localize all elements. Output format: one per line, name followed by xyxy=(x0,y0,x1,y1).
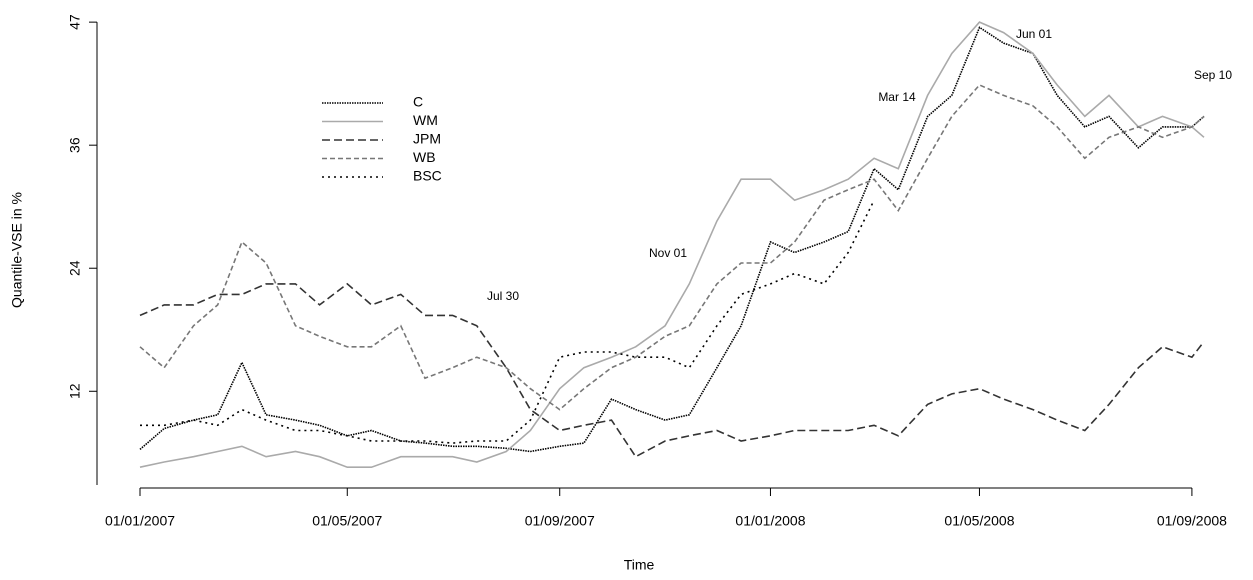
y-tick-label: 24 xyxy=(67,260,83,276)
series-line xyxy=(139,282,1205,458)
y-tick-label: 36 xyxy=(67,137,83,153)
y-tick-label: 47 xyxy=(67,14,83,30)
legend-label: WB xyxy=(413,149,436,165)
x-tick-label: 01/01/2008 xyxy=(735,513,805,529)
y-axis-label: Quantile-VSE in % xyxy=(9,192,25,308)
x-tick-label: 01/09/2007 xyxy=(525,513,595,529)
series-line xyxy=(139,84,1205,411)
legend-label: JPM xyxy=(413,131,441,147)
x-tick-label: 01/05/2007 xyxy=(312,513,382,529)
series-line xyxy=(139,21,1205,468)
x-tick-label: 01/09/2008 xyxy=(1157,513,1227,529)
annotation: Jul 30 xyxy=(487,289,519,303)
x-tick-label: 01/01/2007 xyxy=(105,513,175,529)
y-tick-label: 12 xyxy=(67,383,83,399)
x-axis-label: Time xyxy=(624,557,655,573)
legend-label: WM xyxy=(413,112,438,128)
series-line xyxy=(139,26,1205,453)
annotation: Nov 01 xyxy=(649,246,687,260)
annotation: Sep 10 xyxy=(1194,68,1232,82)
legend-label: C xyxy=(413,94,423,110)
annotation: Jun 01 xyxy=(1016,27,1052,41)
legend-label: BSC xyxy=(413,168,442,184)
x-tick-label: 01/05/2008 xyxy=(944,513,1014,529)
annotation: Mar 14 xyxy=(878,90,916,104)
series-line xyxy=(140,199,875,444)
